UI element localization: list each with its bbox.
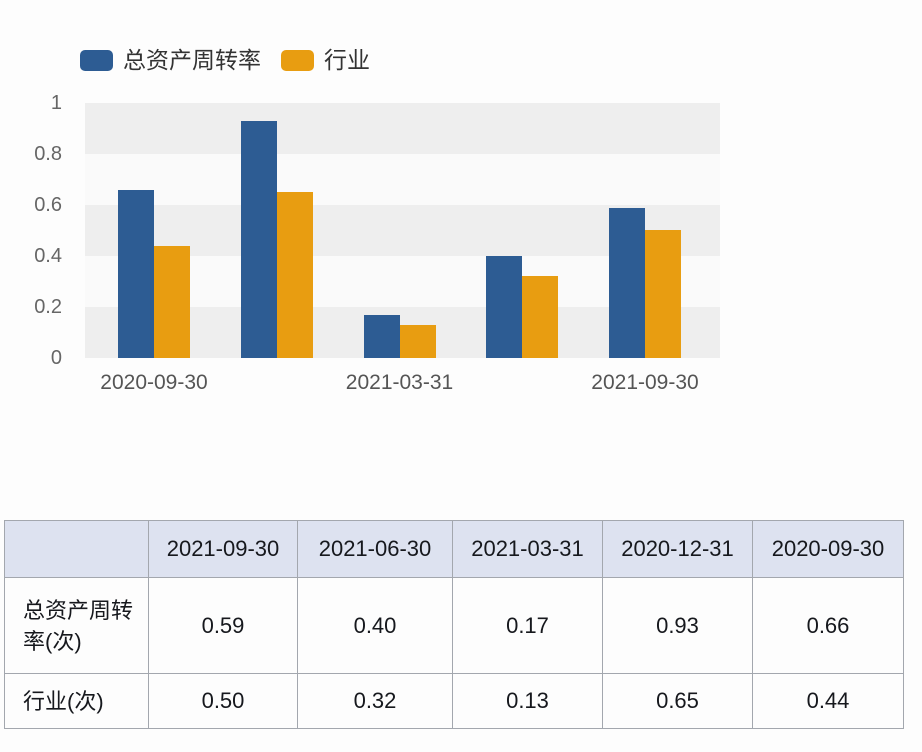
table-header-row: 2021-09-30 2021-06-30 2021-03-31 2020-12-31…	[4, 520, 904, 578]
x-axis-tick-label: 2021-03-31	[345, 371, 454, 394]
bar-industry-2020-12-31	[276, 192, 313, 358]
bar-industry-2021-09-30	[645, 230, 681, 358]
table-value-cell: 0.32	[297, 673, 453, 729]
y-axis-tick-label: 0.2	[34, 296, 62, 318]
table-value-cell: 0.66	[752, 577, 904, 674]
bar-main-2021-09-30	[609, 208, 645, 358]
legend-item-main[interactable]: 总资产周转率	[80, 47, 261, 73]
x-axis-tick-label: 2020-09-30	[100, 371, 208, 394]
legend-item-industry[interactable]: 行业	[281, 47, 370, 73]
bar-main-2021-06-30	[486, 256, 523, 358]
legend-label: 总资产周转率	[123, 47, 261, 73]
table-value-cell: 0.44	[752, 673, 904, 729]
table-column-header: 2021-09-30	[148, 520, 298, 578]
table-column-header: 2020-12-31	[602, 520, 753, 578]
table-column-header: 2021-06-30	[297, 520, 453, 578]
legend-label: 行业	[324, 47, 370, 73]
y-axis-tick-label: 0.6	[34, 194, 62, 216]
table-value-cell: 0.59	[148, 577, 298, 674]
bar-industry-2021-03-31	[399, 325, 436, 358]
y-axis-tick-label: 0	[50, 347, 62, 369]
bar-industry-2021-06-30	[522, 276, 559, 358]
table-value-cell: 0.93	[602, 577, 753, 674]
table-row-label: 行业(次)	[4, 673, 149, 729]
table-value-cell: 0.65	[602, 673, 753, 729]
table-value-cell: 0.13	[452, 673, 603, 729]
bar-main-2020-09-30	[118, 190, 154, 358]
legend-swatch-icon	[281, 49, 314, 71]
table-value-cell: 0.17	[452, 577, 603, 674]
bar-main-2021-03-31	[363, 315, 400, 358]
plot-area	[85, 103, 720, 358]
table-row-label: 总资产周转率(次)	[4, 577, 149, 674]
table-body: 总资产周转率(次) 0.59 0.40 0.17 0.93 0.66 行业(次) 0.50 0.…	[4, 577, 904, 729]
table-column-header: 2020-09-30	[752, 520, 904, 578]
turnover-bar-chart: 总资产周转率 行业 1 0.8 0.6 0.4 0.2 0 2020-09-30 2021-0…	[34, 47, 720, 394]
table-value-cell: 0.40	[297, 577, 453, 674]
table-row: 行业(次) 0.50 0.32 0.13 0.65 0.44	[4, 673, 904, 729]
y-axis-tick-label: 1	[50, 92, 62, 114]
table-value-cell: 0.50	[148, 673, 298, 729]
bar-main-2020-12-31	[240, 121, 277, 358]
table-corner-cell	[4, 520, 149, 578]
chart-legend: 总资产周转率 行业	[80, 47, 370, 73]
table-column-header: 2021-03-31	[452, 520, 603, 578]
x-axis-tick-label: 2021-09-30	[591, 371, 699, 394]
legend-swatch-icon	[80, 49, 113, 71]
y-axis-tick-label: 0.8	[34, 143, 62, 165]
turnover-data-table: 2021-09-30 2021-06-30 2021-03-31 2020-12-31…	[4, 520, 904, 729]
y-axis-tick-label: 0.4	[34, 245, 62, 267]
bar-industry-2020-09-30	[154, 246, 190, 358]
table-row: 总资产周转率(次) 0.59 0.40 0.17 0.93 0.66	[4, 577, 904, 674]
